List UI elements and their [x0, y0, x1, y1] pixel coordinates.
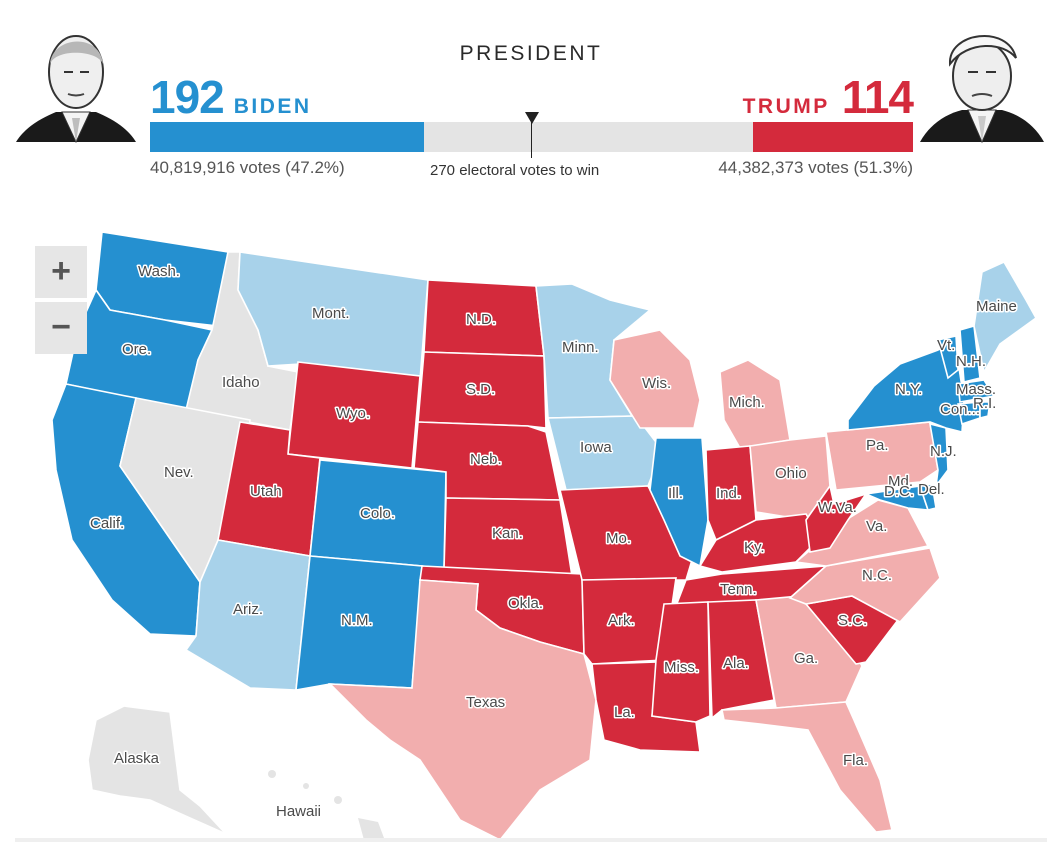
race-title: PRESIDENT	[459, 42, 603, 65]
label-vt: Vt.	[937, 337, 955, 354]
state-delaware[interactable]	[918, 483, 937, 511]
label-iowa: Iowa	[580, 439, 612, 456]
label-ariz: Ariz.	[233, 601, 263, 618]
label-va: Va.	[866, 518, 887, 535]
label-tenn: Tenn.	[720, 581, 757, 598]
biden-header: 192 BIDEN	[150, 74, 312, 120]
label-wis: Wis.	[642, 375, 671, 392]
label-hawaii: Hawaii	[276, 803, 321, 820]
state-wisconsin[interactable]	[609, 329, 701, 429]
label-la: La.	[614, 704, 635, 721]
state-arkansas[interactable]	[581, 577, 677, 665]
label-pa: Pa.	[866, 437, 889, 454]
trump-bar-fill	[753, 122, 913, 152]
label-mont: Mont.	[312, 305, 350, 322]
threshold-line	[531, 112, 532, 158]
label-ore: Ore.	[122, 341, 151, 358]
label-nj: N.J.	[930, 443, 957, 460]
state-alaska[interactable]	[87, 705, 227, 835]
biden-electoral-votes: 192	[150, 71, 225, 123]
label-md: Md.	[888, 473, 913, 490]
label-texas: Texas	[466, 694, 505, 711]
state-hawaii[interactable]	[268, 770, 384, 840]
label-dc: D.C.	[884, 483, 914, 500]
label-ny: N.Y.	[895, 381, 922, 398]
label-ark: Ark.	[608, 612, 635, 629]
label-miss: Miss.	[664, 659, 699, 676]
biden-name: BIDEN	[233, 95, 312, 118]
trump-electoral-votes: 114	[841, 71, 914, 123]
trump-popular-votes: 44,382,373 votes (51.3%)	[718, 158, 913, 177]
label-nh: N.H.	[956, 353, 986, 370]
label-neb: Neb.	[470, 451, 502, 468]
zoom-out-button[interactable]: −	[35, 302, 87, 354]
state-west-virginia[interactable]	[805, 484, 868, 553]
trump-portrait	[920, 35, 1044, 144]
zoom-in-button[interactable]: +	[35, 246, 87, 298]
label-ala: Ala.	[723, 655, 749, 672]
label-maine: Maine	[976, 298, 1017, 315]
label-mich: Mich.	[729, 394, 765, 411]
state-vermont[interactable]	[937, 335, 959, 380]
label-sd: S.D.	[466, 381, 495, 398]
label-nd: N.D.	[466, 311, 496, 328]
label-okla: Okla.	[508, 595, 543, 612]
label-ri: R.I.	[973, 395, 996, 412]
state-alabama[interactable]	[707, 599, 775, 720]
us-map[interactable]: Wash. Ore. Calif. Idaho Nev. Mont. Wyo. …	[0, 225, 1047, 843]
label-mass: Mass.	[956, 381, 996, 398]
label-minn: Minn.	[562, 339, 599, 356]
state-texas[interactable]	[327, 579, 597, 842]
trump-header: TRUMP 114	[742, 71, 914, 123]
state-new-hampshire[interactable]	[959, 324, 981, 384]
state-south-dakota[interactable]	[417, 351, 547, 429]
label-ga: Ga.	[794, 650, 818, 667]
label-ky: Ky.	[744, 539, 765, 556]
label-mo: Mo.	[606, 530, 631, 547]
label-wva: W.Va.	[818, 499, 857, 516]
biden-portrait	[16, 35, 136, 144]
biden-popular-votes: 40,819,916 votes (47.2%)	[150, 158, 345, 177]
threshold-marker-icon	[525, 112, 539, 124]
bottom-divider	[15, 838, 1047, 842]
label-idaho: Idaho	[222, 374, 260, 391]
state-maine[interactable]	[973, 260, 1038, 375]
label-nm: N.M.	[341, 612, 373, 629]
label-sc: S.C.	[838, 612, 867, 629]
state-rhode-island[interactable]	[979, 401, 991, 420]
label-del: Del.	[918, 481, 945, 498]
label-alaska: Alaska	[114, 750, 160, 767]
label-ill: Ill.	[668, 485, 683, 502]
electoral-vote-bar	[150, 122, 913, 152]
label-wash: Wash.	[138, 263, 180, 280]
label-nc: N.C.	[862, 567, 892, 584]
state-illinois[interactable]	[649, 437, 709, 568]
state-maryland[interactable]	[863, 485, 930, 511]
biden-bar-fill	[150, 122, 424, 152]
label-kan: Kan.	[492, 525, 523, 542]
label-calif: Calif.	[90, 515, 124, 532]
label-utah: Utah	[250, 483, 282, 500]
label-nev: Nev.	[164, 464, 194, 481]
label-conn: Con...	[940, 401, 980, 418]
trump-name: TRUMP	[742, 95, 830, 118]
threshold-label: 270 electoral votes to win	[430, 162, 600, 179]
label-wyo: Wyo.	[336, 405, 370, 422]
state-pennsylvania[interactable]	[825, 421, 939, 491]
label-fla: Fla.	[843, 752, 868, 769]
state-massachusetts[interactable]	[957, 379, 996, 403]
label-ohio: Ohio	[775, 465, 807, 482]
label-ind: Ind.	[716, 485, 741, 502]
label-colo: Colo.	[360, 505, 395, 522]
results-map[interactable]: Wash. Ore. Calif. Idaho Nev. Mont. Wyo. …	[0, 225, 1047, 843]
state-florida[interactable]	[721, 701, 893, 833]
